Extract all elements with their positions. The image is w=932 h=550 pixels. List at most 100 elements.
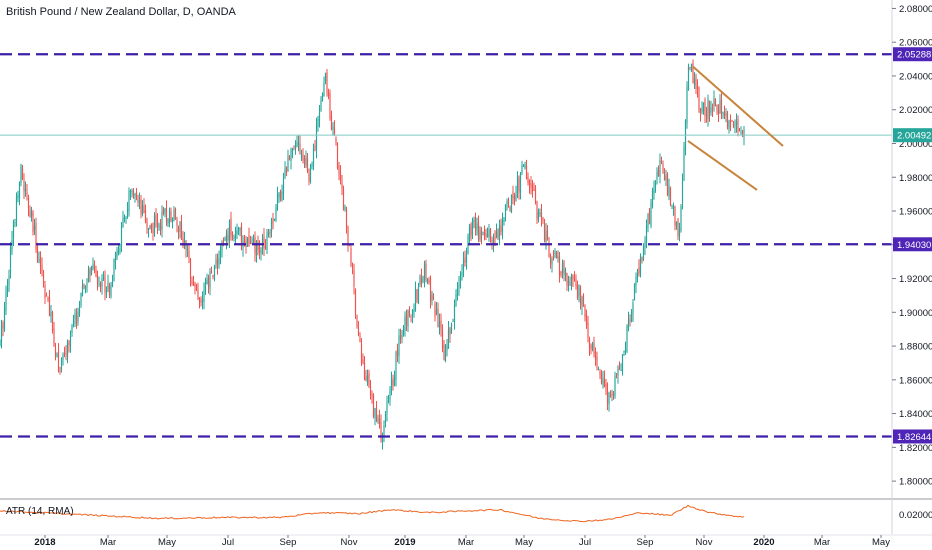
candle-body	[249, 242, 252, 244]
candle-body	[32, 211, 34, 233]
candle-body	[564, 270, 567, 276]
candle-body	[468, 226, 471, 239]
axis-layer: 2.08000 2.06000 2.04000 2.02000 2.00000 1.980…	[34, 0, 932, 548]
candle-body	[288, 158, 291, 160]
candle-body	[447, 329, 450, 349]
time-tick-label: Jul	[222, 537, 234, 548]
last-price-badge-label: 2.00492	[897, 131, 931, 142]
candle-body	[635, 276, 637, 286]
candle-body	[296, 141, 298, 147]
candle-body	[441, 330, 444, 349]
candle-body	[654, 181, 657, 187]
candle-body	[305, 156, 307, 166]
candle-body	[108, 285, 111, 295]
candle-body	[612, 393, 615, 395]
candle-body	[161, 211, 163, 230]
candle-body	[302, 154, 304, 161]
candle-body	[489, 228, 492, 238]
candle-body	[83, 283, 85, 288]
level-badge-label: 2.05288	[897, 50, 931, 61]
candle-body	[615, 376, 618, 378]
candle-body	[0, 341, 1, 347]
candle-body	[578, 285, 580, 296]
candle-body	[557, 255, 559, 259]
candle-body	[552, 255, 555, 257]
candle-body	[195, 284, 198, 291]
candle-body	[89, 267, 91, 277]
candle-body	[497, 228, 499, 238]
candle-body	[117, 250, 120, 254]
candle-body	[596, 357, 598, 367]
candle-body	[66, 342, 69, 358]
time-tick-label: Mar	[100, 537, 116, 548]
candle-body	[630, 314, 633, 323]
candle-body	[726, 112, 729, 127]
chart-title: British Pound / New Zealand Dollar, D, O…	[6, 6, 236, 18]
candle-body	[660, 161, 663, 163]
candle-body	[717, 111, 720, 115]
candle-body	[6, 287, 9, 293]
candle-body	[722, 112, 724, 114]
time-tick-label: Nov	[341, 537, 358, 548]
candle-body	[356, 315, 358, 328]
candle-body	[534, 188, 537, 203]
candle-body	[599, 371, 601, 374]
candle-body	[644, 241, 646, 248]
candle-body	[528, 179, 531, 186]
candle-body	[437, 308, 439, 327]
candle-body	[285, 167, 288, 173]
candle-body	[60, 359, 63, 370]
candle-body	[605, 384, 607, 391]
time-tick-label: Jul	[579, 537, 591, 548]
candle-body	[141, 205, 144, 215]
candle-body	[674, 207, 676, 226]
candle-body	[98, 283, 100, 285]
candle-body	[54, 348, 57, 355]
candle-body	[561, 263, 564, 273]
candle-body	[110, 285, 112, 297]
candle-body	[180, 222, 183, 240]
candle-body	[131, 191, 133, 193]
candle-body	[225, 232, 228, 242]
candle-body	[716, 105, 718, 112]
candle-body	[690, 63, 693, 71]
candle-body	[572, 274, 574, 280]
level-badge	[893, 429, 932, 444]
candle-body	[743, 129, 745, 137]
candle-body	[0, 325, 3, 343]
candle-body	[135, 191, 138, 199]
candle-body	[209, 271, 211, 289]
candle-body	[482, 232, 484, 234]
candle-body	[330, 116, 333, 130]
candle-body	[476, 224, 478, 231]
candle-body	[465, 255, 468, 263]
candle-body	[56, 354, 58, 357]
candle-body	[81, 285, 84, 296]
price-tick-label: 2.02000	[899, 105, 932, 116]
candle-body	[312, 147, 315, 166]
candle-body	[434, 303, 436, 317]
candle-body	[725, 113, 727, 116]
candle-body	[521, 165, 523, 173]
candle-body	[720, 99, 723, 114]
candle-body	[30, 212, 33, 217]
candle-body	[707, 98, 709, 119]
candle-body	[306, 158, 309, 172]
candle-body	[669, 188, 672, 206]
candle-body	[213, 265, 216, 277]
candle-body	[480, 228, 483, 237]
candle-body	[585, 313, 588, 326]
candle-body	[377, 419, 379, 421]
candle-body	[156, 219, 159, 226]
candle-body	[216, 258, 219, 267]
candle-body	[701, 107, 703, 112]
candle-body	[471, 219, 474, 235]
candle-body	[62, 354, 64, 360]
candle-body	[440, 320, 442, 331]
candle-body	[383, 425, 385, 438]
candle-body	[35, 223, 37, 250]
candle-body	[636, 270, 639, 278]
candle-body	[671, 207, 673, 209]
candle-body	[689, 66, 691, 68]
